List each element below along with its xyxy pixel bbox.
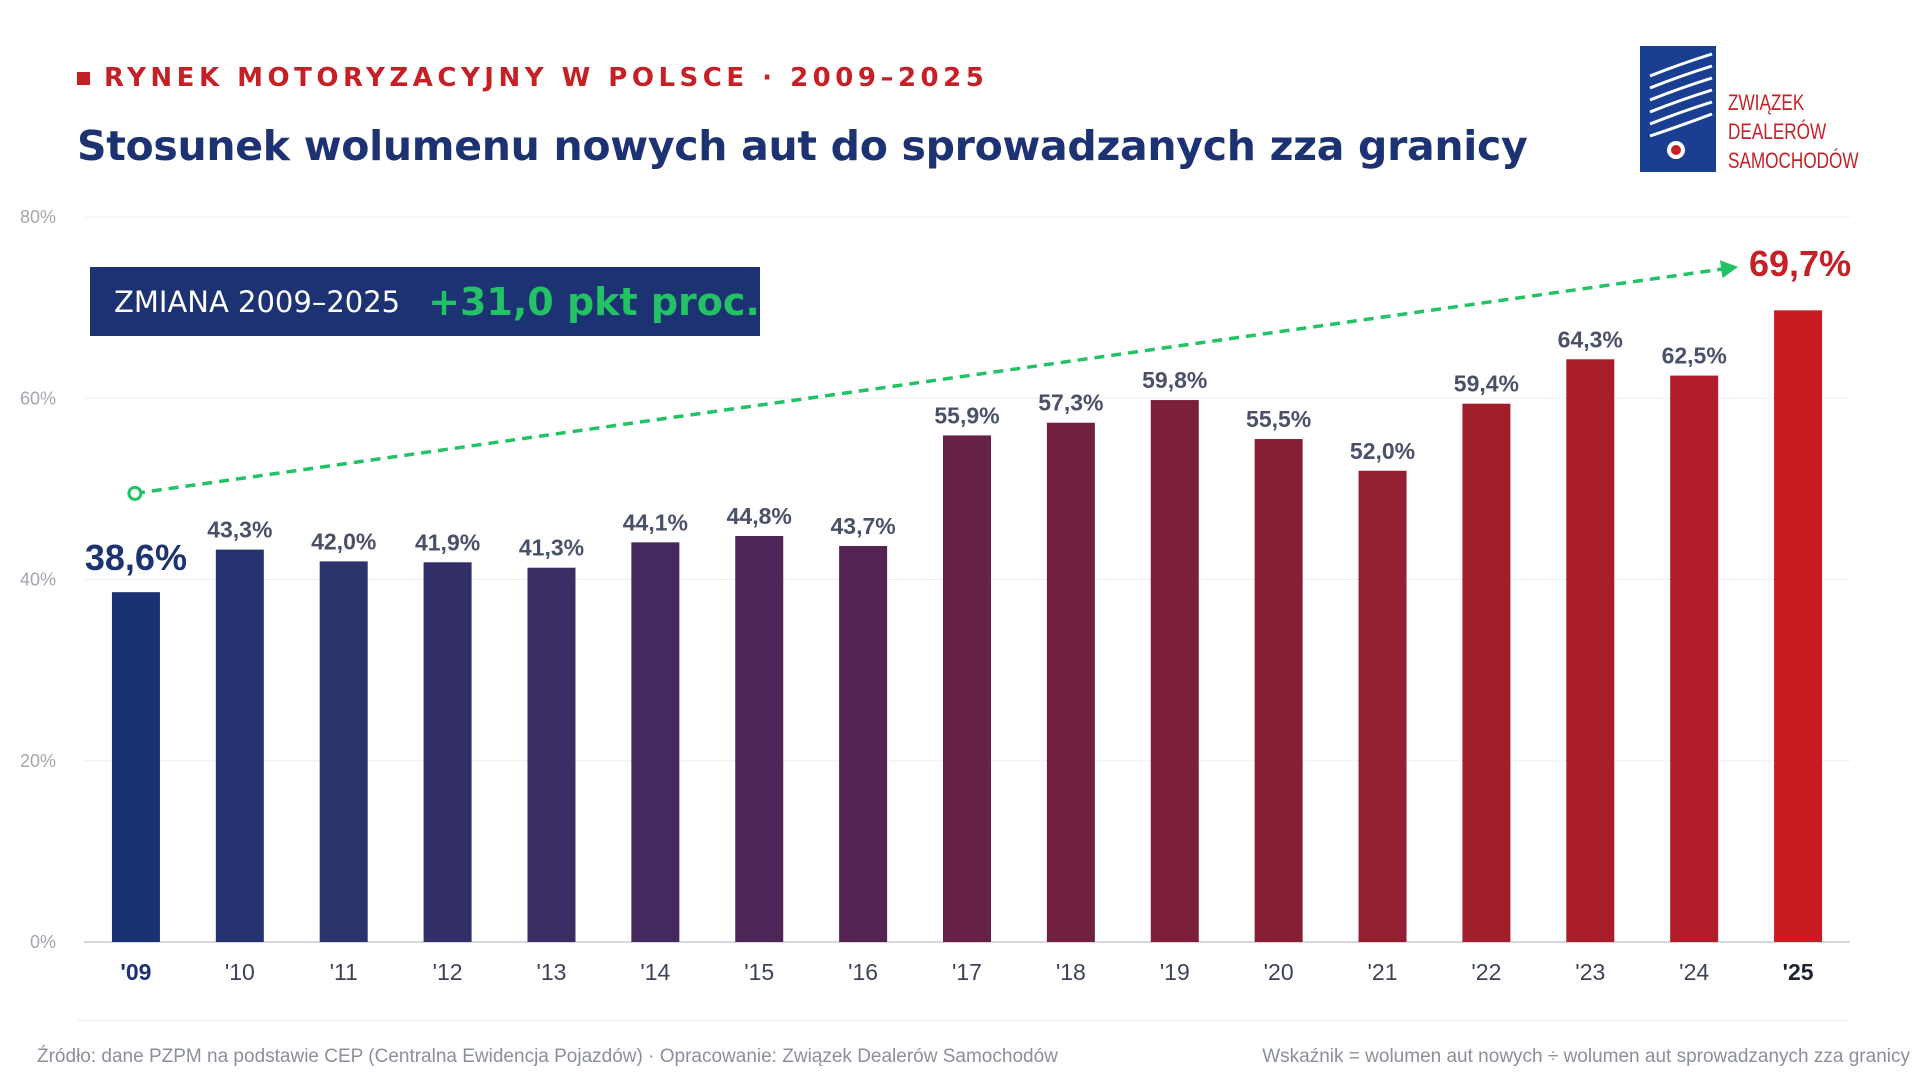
- bar: [735, 536, 784, 942]
- eyebrow: RYNEK MOTORYZACYJNY W POLSCE · 2009–2025: [77, 63, 988, 93]
- eyebrow-text: RYNEK MOTORYZACYJNY W POLSCE · 2009–2025: [104, 63, 989, 93]
- x-tick-label: '13: [536, 959, 566, 985]
- data-label: 55,5%: [1246, 406, 1311, 432]
- data-label: 43,7%: [831, 513, 896, 539]
- x-tick-label: '10: [225, 959, 255, 985]
- bar: [527, 567, 576, 942]
- eyebrow-marker: [77, 71, 90, 85]
- data-label: 64,3%: [1558, 326, 1623, 352]
- bar-chart: 0% 20% 40% 60% 80% 38,6% 43,3% 42,0% 41,9% 41,3% 4…: [20, 207, 1851, 985]
- x-tick-label: '23: [1575, 959, 1605, 985]
- x-tick-label: '22: [1471, 959, 1501, 985]
- trend-line: [134, 266, 1727, 496]
- x-tick-label: '20: [1264, 959, 1294, 985]
- y-tick-label: 0%: [30, 932, 56, 952]
- x-tick-label: '19: [1160, 959, 1190, 985]
- logo-wordmark: ZWIĄZEK DEALERÓW SAMOCHODÓW: [1728, 88, 1859, 175]
- data-label: 69,7%: [1749, 243, 1851, 284]
- logo: ZWIĄZEK DEALERÓW SAMOCHODÓW: [1640, 46, 1895, 175]
- bar: [943, 435, 991, 942]
- bar: [1046, 422, 1095, 942]
- x-tick-label: '17: [952, 959, 982, 985]
- bar: [631, 542, 680, 942]
- y-tick-label: 40%: [20, 570, 56, 590]
- x-tick-label: '14: [640, 959, 670, 985]
- data-label: 43,3%: [207, 517, 272, 543]
- bar: [215, 549, 264, 942]
- trend-start-marker: [127, 485, 143, 501]
- logo-line-1: ZWIĄZEK: [1728, 90, 1805, 115]
- change-callout: ZMIANA 2009–2025 +31,0 pkt proc.: [90, 267, 760, 336]
- x-tick-label: '09: [120, 959, 151, 985]
- x-tick-label: '25: [1783, 959, 1814, 985]
- x-tick-label: '12: [433, 959, 463, 985]
- source-note: Źródło: dane PZPM na podstawie CEP (Cent…: [37, 1046, 1058, 1067]
- x-tick-label: '16: [848, 959, 878, 985]
- logo-line-3: SAMOCHODÓW: [1728, 148, 1859, 173]
- bar: [319, 561, 368, 942]
- logo-icon: [1640, 46, 1716, 172]
- bar: [1670, 375, 1719, 942]
- data-label: 62,5%: [1662, 343, 1727, 369]
- bar: [1150, 400, 1199, 942]
- data-label: 44,1%: [623, 509, 688, 535]
- bar: [1462, 403, 1511, 942]
- bar: [1358, 470, 1407, 942]
- data-label: 41,9%: [415, 529, 480, 555]
- y-tick-label: 60%: [20, 388, 56, 408]
- y-tick-label: 20%: [20, 751, 56, 771]
- data-label: 41,3%: [519, 535, 584, 561]
- bar: [111, 592, 160, 942]
- y-tick-label: 80%: [20, 207, 56, 227]
- data-label: 38,6%: [85, 537, 187, 578]
- bar: [423, 562, 472, 942]
- data-label: 59,4%: [1454, 371, 1519, 397]
- page-title: Stosunek wolumenu nowych aut do sprowadz…: [77, 122, 1528, 170]
- change-value: +31,0 pkt proc.: [428, 279, 760, 324]
- bar: [1774, 310, 1823, 942]
- change-label: ZMIANA 2009–2025: [114, 284, 401, 319]
- x-tick-label: '18: [1056, 959, 1086, 985]
- data-label: 59,8%: [1142, 367, 1207, 393]
- x-tick-label: '15: [744, 959, 774, 985]
- indicator-note: Wskaźnik = wolumen aut nowych ÷ wolumen …: [1262, 1046, 1910, 1067]
- data-label: 55,9%: [934, 402, 999, 428]
- trend-arrowhead: [1719, 260, 1739, 279]
- x-tick-label: '24: [1679, 959, 1709, 985]
- logo-line-2: DEALERÓW: [1728, 119, 1827, 144]
- data-label: 57,3%: [1038, 390, 1103, 416]
- footer-divider: [78, 1020, 1848, 1021]
- x-tick-label: '21: [1368, 959, 1398, 985]
- bar: [839, 545, 888, 942]
- data-label: 52,0%: [1350, 438, 1415, 464]
- bar: [1566, 359, 1615, 942]
- data-label: 44,8%: [727, 503, 792, 529]
- bar: [1254, 439, 1303, 942]
- data-label: 42,0%: [311, 528, 376, 554]
- x-tick-label: '11: [330, 959, 358, 985]
